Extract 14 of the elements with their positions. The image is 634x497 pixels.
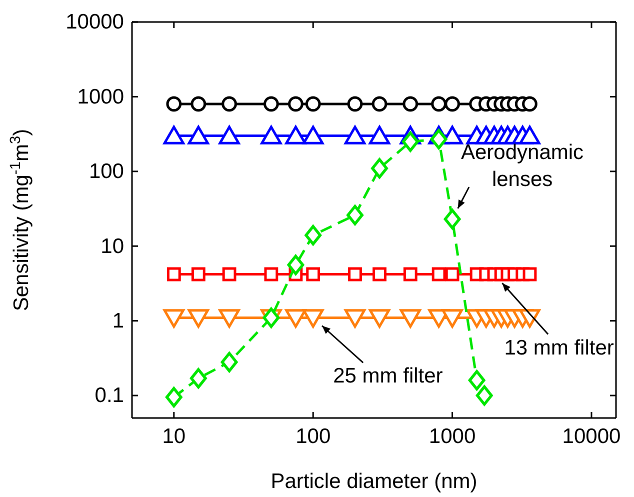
y-tick-label: 1000	[77, 85, 124, 108]
y-tick-label: 100	[88, 160, 124, 184]
y-tick-label: 10	[100, 234, 124, 258]
x-tick-label: 10	[162, 424, 186, 448]
x-axis-title: Particle diameter (nm)	[270, 470, 478, 493]
series-label: Aerodynamic lenses	[461, 141, 584, 192]
y-tick-label: 10000	[66, 10, 124, 34]
y-tick-label: 1	[112, 310, 124, 333]
x-tick-label: 10000	[562, 424, 621, 448]
text: 13 mm filter	[504, 336, 614, 360]
x-tick-label: 100	[296, 424, 331, 448]
y-tick-label: 0.1	[94, 384, 124, 408]
series-label: 25 mm filter	[333, 364, 443, 388]
x-tick-label: 1000	[428, 424, 476, 448]
